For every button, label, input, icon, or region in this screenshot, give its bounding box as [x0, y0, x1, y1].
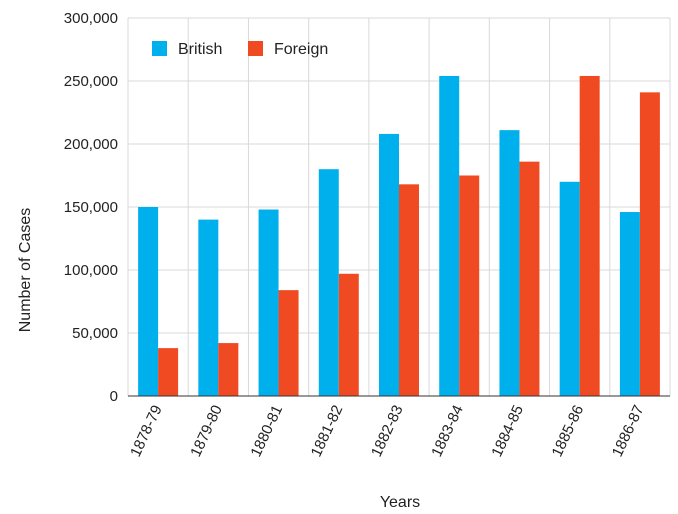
bar-foreign-1882-83	[399, 184, 419, 396]
bar-british-1878-79	[138, 207, 159, 396]
bar-foreign-1883-84	[459, 175, 480, 396]
y-tick-label: 0	[110, 388, 118, 405]
bar-british-1879-80	[198, 219, 219, 396]
bar-foreign-1886-87	[639, 92, 660, 396]
bar-foreign-1885-86	[579, 75, 600, 397]
y-tick-label: 200,000	[64, 136, 118, 153]
legend-swatch-british	[152, 41, 167, 56]
bar-british-1883-84	[439, 75, 460, 397]
x-tick-label: 1878-79	[127, 403, 166, 460]
grid-layer	[127, 17, 671, 396]
bars-layer	[138, 75, 660, 397]
legend-label-british: British	[178, 41, 222, 58]
y-tick-label: 250,000	[64, 73, 118, 90]
bar-british-1880-81	[258, 209, 279, 396]
y-tick-label: 100,000	[64, 262, 118, 279]
legend-label-foreign: Foreign	[274, 41, 328, 58]
bar-british-1885-86	[559, 181, 580, 396]
x-tick-label: 1886-87	[609, 403, 648, 460]
y-tick-label: 50,000	[72, 325, 118, 342]
legend-swatch-foreign	[248, 41, 263, 56]
x-tick-label: 1879-80	[187, 403, 226, 460]
x-axis-title: Years	[380, 494, 420, 511]
bar-foreign-1879-80	[218, 343, 239, 396]
y-tick-label: 150,000	[64, 199, 118, 216]
x-tick-label: 1880-81	[248, 403, 287, 460]
legend: British Foreign	[152, 41, 328, 58]
x-tick-label: 1881-82	[308, 403, 347, 460]
bar-foreign-1880-81	[278, 290, 299, 396]
y-axis-title: Number of Cases	[17, 208, 34, 333]
bar-foreign-1878-79	[158, 348, 179, 396]
bar-british-1881-82	[318, 169, 339, 396]
bar-foreign-1881-82	[338, 273, 359, 396]
bar-british-1886-87	[619, 212, 640, 396]
y-tick-label: 300,000	[64, 10, 118, 27]
x-tick-label: 1885-86	[549, 403, 588, 460]
bar-foreign-1884-85	[519, 161, 540, 396]
x-tick-label: 1882-83	[368, 403, 407, 460]
x-tick-label: 1883-84	[428, 403, 467, 460]
x-tick-label: 1884-85	[488, 403, 527, 460]
bar-british-1882-83	[379, 133, 399, 397]
bar-british-1884-85	[499, 130, 520, 396]
